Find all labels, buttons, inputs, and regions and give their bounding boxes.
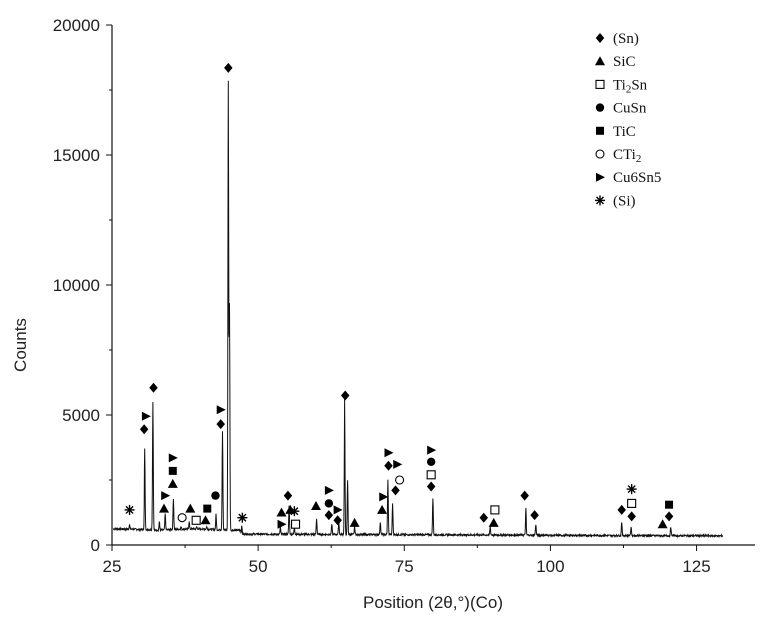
legend-item: (Sn) xyxy=(595,31,639,47)
triangle-marker xyxy=(488,517,499,527)
square-marker xyxy=(203,504,212,513)
circle-marker xyxy=(426,457,436,466)
right-triangle-icon xyxy=(596,172,605,182)
diamond-marker xyxy=(391,485,400,496)
asterisk-marker xyxy=(237,512,248,523)
diamond-marker xyxy=(479,512,489,523)
y-tick-label: 15000 xyxy=(53,146,100,165)
legend-item: (Si) xyxy=(595,193,636,209)
asterisk-marker xyxy=(124,504,135,515)
triangle-marker xyxy=(657,519,668,529)
diamond-marker xyxy=(340,390,350,401)
axes xyxy=(111,25,755,546)
legend-item: Ti2Sn xyxy=(595,77,648,95)
open-circle-marker xyxy=(177,513,187,523)
diamond-marker xyxy=(283,490,293,501)
y-tick-label: 10000 xyxy=(53,276,100,295)
x-tick-label: 25 xyxy=(103,557,122,576)
legend-label: (Si) xyxy=(613,193,636,209)
legend: (Sn) SiC Ti2Sn CuSn TiC CTi2 Cu6Sn5 (Si) xyxy=(595,31,661,209)
right-triangle-marker xyxy=(333,505,343,515)
open-square-icon xyxy=(595,79,605,89)
diamond-marker xyxy=(139,424,149,435)
triangle-marker xyxy=(349,517,360,527)
right-triangle-marker xyxy=(379,492,389,502)
right-triangle-marker xyxy=(168,453,178,463)
diamond-marker xyxy=(149,382,158,393)
x-tick-label: 125 xyxy=(682,557,710,576)
right-triangle-marker xyxy=(384,448,394,458)
triangle-marker xyxy=(200,515,211,525)
circle-marker xyxy=(324,499,334,508)
diamond-marker xyxy=(426,481,436,492)
right-triangle-marker xyxy=(277,519,287,529)
triangle-marker xyxy=(311,501,322,510)
triangle-icon xyxy=(595,56,605,66)
asterisk-icon xyxy=(595,195,605,206)
legend-label: CTi2 xyxy=(613,147,641,165)
right-triangle-marker xyxy=(161,491,171,501)
legend-item: Cu6Sn5 xyxy=(596,170,661,186)
legend-item: CuSn xyxy=(595,101,647,117)
open-square-marker xyxy=(191,515,201,525)
diamond-marker xyxy=(530,510,539,521)
open-square-marker xyxy=(426,470,436,480)
triangle-marker xyxy=(276,507,287,517)
legend-item: CTi2 xyxy=(595,147,641,165)
diamond-marker xyxy=(520,490,529,501)
legend-label: SiC xyxy=(613,54,636,70)
square-marker xyxy=(168,466,177,475)
diamond-marker xyxy=(617,504,626,515)
square-marker xyxy=(665,500,674,509)
diamond-marker xyxy=(224,62,233,73)
right-triangle-marker xyxy=(141,411,151,421)
y-tick-label: 0 xyxy=(91,536,100,555)
y-axis-title: Counts xyxy=(11,318,30,372)
y-tick-label: 5000 xyxy=(62,406,100,425)
right-triangle-marker xyxy=(393,459,403,469)
legend-label: Ti2Sn xyxy=(613,77,648,95)
triangle-marker xyxy=(159,503,170,513)
square-icon xyxy=(596,126,604,135)
legend-item: TiC xyxy=(596,124,636,140)
xrd-spectrum-line xyxy=(113,80,724,539)
legend-item: SiC xyxy=(595,54,636,70)
diamond-marker xyxy=(324,510,334,521)
y-tick-label: 20000 xyxy=(53,16,100,35)
x-tick-label: 100 xyxy=(536,557,564,576)
circle-icon xyxy=(595,103,605,112)
right-triangle-marker xyxy=(216,405,226,415)
right-triangle-marker xyxy=(324,485,334,495)
legend-label: Cu6Sn5 xyxy=(613,170,661,186)
asterisk-marker xyxy=(289,506,300,517)
legend-label: TiC xyxy=(613,124,636,140)
diamond-marker xyxy=(333,515,342,526)
legend-label: CuSn xyxy=(613,101,647,117)
diamond-marker xyxy=(627,511,636,522)
circle-marker xyxy=(211,491,220,500)
x-axis-title: Position (2θ,°)(Co) xyxy=(363,593,503,612)
open-square-marker xyxy=(627,498,637,508)
peak-annotations xyxy=(124,62,674,529)
right-triangle-marker xyxy=(427,445,437,455)
legend-label: (Sn) xyxy=(613,31,639,47)
diamond-icon xyxy=(595,33,605,43)
diamond-marker xyxy=(384,460,393,471)
asterisk-marker xyxy=(626,484,637,495)
x-tick-label: 50 xyxy=(249,557,268,576)
open-square-marker xyxy=(490,505,500,515)
open-circle-marker xyxy=(395,475,405,485)
triangle-marker xyxy=(167,478,178,488)
triangle-marker xyxy=(185,503,196,513)
diamond-marker xyxy=(216,419,225,430)
open-circle-icon xyxy=(595,149,605,159)
x-tick-label: 75 xyxy=(395,557,414,576)
diamond-marker xyxy=(664,511,674,522)
ticks: 25 50 75 100 125 0 5000 10000 15000 20000 xyxy=(53,16,711,576)
open-square-marker xyxy=(290,519,301,529)
triangle-marker xyxy=(377,504,388,514)
